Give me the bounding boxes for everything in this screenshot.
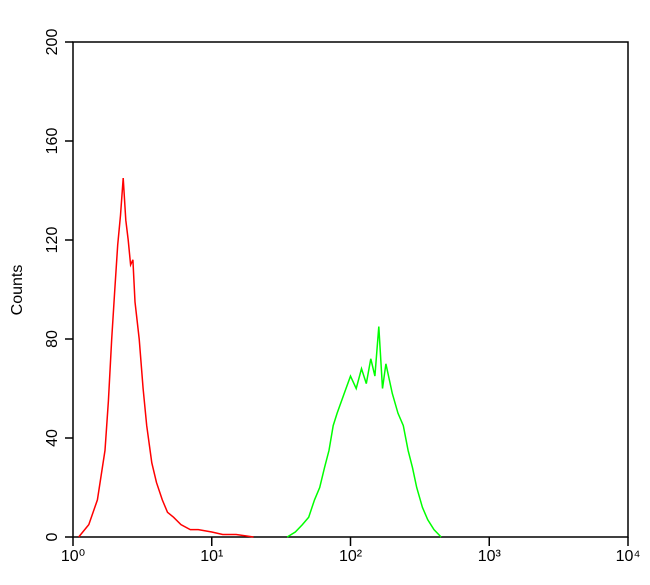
histogram-line [78,178,254,538]
y-axis-label: Counts [9,265,26,316]
y-tick-label: 120 [44,227,61,254]
x-tick-label: 10⁴ [616,548,641,565]
y-tick-label: 160 [44,128,61,155]
y-tick-label: 80 [44,330,61,348]
y-tick-label: 40 [44,429,61,447]
x-tick-label: 10² [339,548,363,565]
y-tick-label: 0 [44,532,61,541]
x-tick-label: 10³ [478,548,502,565]
plot-frame [72,41,629,538]
x-tick-label: 10⁰ [61,548,85,565]
x-tick-label: 10¹ [200,548,223,565]
y-tick-label: 200 [44,29,61,56]
histogram-line [286,326,442,538]
